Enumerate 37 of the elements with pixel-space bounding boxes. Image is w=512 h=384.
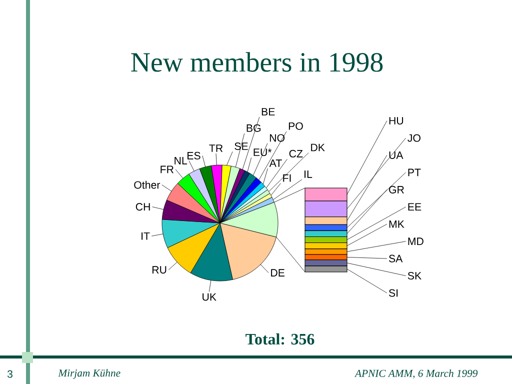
text: PT	[408, 168, 421, 176]
slice-label: UK	[202, 293, 216, 301]
text: APNIC AMM, 6 March 1999	[354, 369, 478, 378]
slice-label: BE	[262, 108, 275, 116]
slice-label: FR	[160, 166, 174, 174]
legend-label: SA	[388, 254, 403, 262]
slice-label: IL	[304, 170, 312, 178]
slice-label: NO	[270, 134, 285, 142]
slice-label: PO	[288, 122, 303, 130]
slice-label: ES	[188, 152, 200, 160]
slice-label: CH	[136, 203, 150, 211]
slice-label: Other	[134, 180, 160, 189]
text: HU	[389, 117, 404, 125]
slice-label: TR	[209, 144, 223, 152]
slice-label: SE	[234, 142, 248, 150]
slice-label: CZ	[289, 150, 303, 158]
slice-label: DE	[271, 269, 284, 276]
slice-label: IT	[142, 232, 150, 240]
text: SK	[408, 272, 422, 280]
slice-label: DK	[311, 144, 325, 152]
text: Mirjam Kühne	[58, 369, 120, 379]
slice-label: BG	[246, 124, 261, 132]
text: EE	[408, 203, 422, 211]
slice-label: NL	[174, 157, 188, 164]
slice-label: FI	[283, 174, 291, 182]
text: JO	[408, 134, 420, 142]
chart-title: New members in 1998	[131, 52, 383, 72]
text: 3	[7, 370, 12, 378]
slice-label: EU*	[254, 148, 272, 156]
slice-label: RU	[152, 266, 166, 274]
slice-label: AT	[269, 160, 282, 167]
text: Total: 356	[246, 333, 314, 345]
text: SI	[388, 289, 398, 297]
text: UA	[389, 152, 404, 159]
text: GR	[389, 186, 404, 194]
text: MK	[389, 220, 404, 228]
legend-label: MD	[408, 238, 424, 245]
